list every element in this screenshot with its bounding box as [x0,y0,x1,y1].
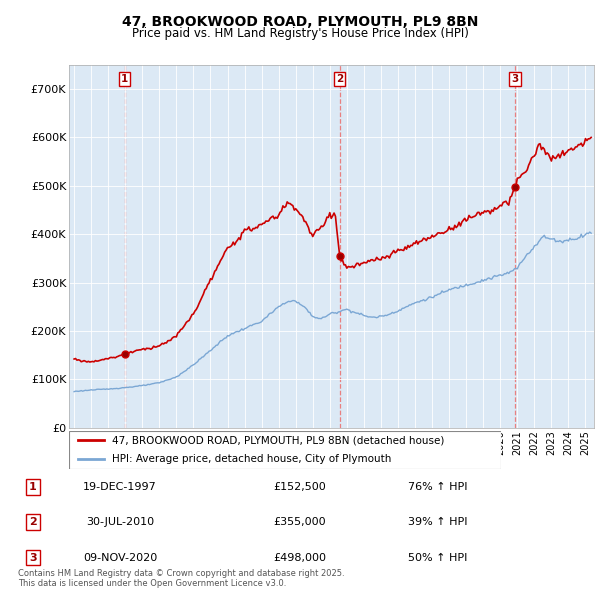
Text: 39% ↑ HPI: 39% ↑ HPI [408,517,468,527]
Text: 47, BROOKWOOD ROAD, PLYMOUTH, PL9 8BN: 47, BROOKWOOD ROAD, PLYMOUTH, PL9 8BN [122,15,478,29]
Text: £355,000: £355,000 [274,517,326,527]
Text: 76% ↑ HPI: 76% ↑ HPI [408,482,468,491]
Text: Price paid vs. HM Land Registry's House Price Index (HPI): Price paid vs. HM Land Registry's House … [131,27,469,40]
Text: £498,000: £498,000 [274,553,326,562]
Text: 47, BROOKWOOD ROAD, PLYMOUTH, PL9 8BN (detached house): 47, BROOKWOOD ROAD, PLYMOUTH, PL9 8BN (d… [112,435,445,445]
Text: 19-DEC-1997: 19-DEC-1997 [83,482,157,491]
Text: 30-JUL-2010: 30-JUL-2010 [86,517,154,527]
Text: 1: 1 [29,482,37,491]
Text: 3: 3 [511,74,518,84]
Text: 1: 1 [121,74,128,84]
Text: Contains HM Land Registry data © Crown copyright and database right 2025.
This d: Contains HM Land Registry data © Crown c… [18,569,344,588]
Text: 2: 2 [336,74,343,84]
Text: 3: 3 [29,553,37,562]
Text: HPI: Average price, detached house, City of Plymouth: HPI: Average price, detached house, City… [112,454,392,464]
Text: 50% ↑ HPI: 50% ↑ HPI [409,553,467,562]
Text: 2: 2 [29,517,37,527]
Text: 09-NOV-2020: 09-NOV-2020 [83,553,157,562]
Text: £152,500: £152,500 [274,482,326,491]
